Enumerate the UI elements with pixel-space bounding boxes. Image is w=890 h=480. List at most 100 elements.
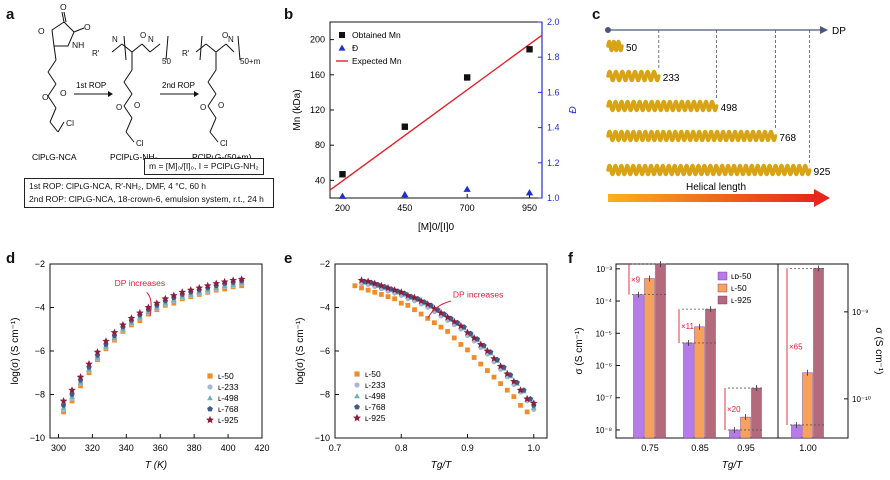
data-point-l50 — [471, 355, 477, 360]
x-tick-label: 450 — [397, 203, 412, 213]
legend-label-0: ʟᴅ-50 — [731, 271, 752, 281]
x-tick-label: 200 — [335, 203, 350, 213]
data-point-l925 — [503, 369, 512, 378]
legend-marker-l768 — [354, 404, 360, 410]
data-point-l925 — [153, 299, 161, 307]
right-tick-label: 10⁻¹⁰ — [852, 395, 871, 404]
data-point-l768 — [60, 402, 67, 408]
bar-0.85-2 — [705, 308, 716, 439]
x-tick-label: 700 — [460, 203, 475, 213]
condition-line-2: 2nd ROP: ClPʟG-NCA, 18-crown-6, emulsion… — [29, 194, 264, 204]
legend-marker-l768 — [207, 406, 213, 412]
x-tick-label: 400 — [221, 443, 236, 453]
data-point-l925 — [212, 279, 220, 287]
data-point-l50 — [365, 287, 371, 293]
svg-text:O: O — [60, 2, 67, 12]
x-tick-label: 0.8 — [395, 443, 408, 453]
data-point-l925 — [119, 320, 127, 329]
x-tick-label: 1.0 — [527, 443, 540, 453]
data-point-l925 — [136, 308, 144, 317]
data-point-l925 — [430, 304, 439, 312]
dispersity-point — [401, 190, 409, 198]
data-point-l925 — [410, 293, 419, 301]
y-tick-label: 10⁻⁸ — [596, 426, 613, 435]
nca-structure — [47, 11, 85, 133]
svg-text:O: O — [42, 92, 49, 102]
y-axis-title: Mn (kDa) — [292, 89, 303, 130]
right-tick-label: 1.2 — [547, 158, 560, 168]
dp-increases-annotation: DP increases — [453, 290, 503, 300]
chart-f: 10⁻⁸ 10⁻⁷ 10⁻⁶ 10⁻⁵ 10⁻⁴ 10⁻³ 10⁻¹⁰ 10⁻⁹ 0.75 ×9 0… — [574, 261, 884, 471]
data-point-l768 — [527, 396, 534, 402]
data-point-l50 — [511, 394, 517, 400]
helix-768 — [606, 129, 778, 143]
svg-text:O: O — [200, 103, 206, 112]
right-axis-title: Đ — [568, 106, 579, 113]
bar-0.85-0 — [683, 342, 694, 439]
dp-label-925: 925 — [814, 167, 831, 178]
dp-increases-annotation: DP increases — [115, 278, 165, 288]
data-point-l925 — [496, 362, 505, 370]
data-point-l50 — [498, 381, 504, 387]
dp-label-233: 233 — [663, 73, 680, 84]
x-tick-label: 0.85 — [691, 443, 709, 453]
x-axis-title: Tg/T — [431, 460, 452, 471]
right-tick-label: 1.8 — [547, 52, 560, 62]
legend-marker-l925 — [206, 415, 214, 424]
data-point-l50 — [412, 307, 417, 313]
data-point-l50 — [445, 329, 451, 334]
obtained-mn-point — [526, 46, 533, 53]
x-tick-label: 380 — [187, 443, 202, 453]
annotation-arrow — [427, 300, 452, 319]
data-point-l925 — [161, 294, 170, 302]
svg-text:N: N — [148, 35, 154, 44]
svg-text:O: O — [218, 101, 224, 110]
legend-label-l498: ʟ-498 — [218, 393, 239, 403]
y-tick-label: 160 — [310, 70, 325, 80]
data-point-l925 — [510, 377, 518, 385]
dispersity-point — [338, 192, 347, 199]
data-point-l925 — [423, 300, 432, 308]
data-point-l925 — [437, 308, 445, 317]
obtained-mn-point — [339, 171, 346, 178]
legend-label-l50: ʟ-50 — [365, 369, 381, 379]
helix-diagram: DP 50 233 498 768 925 Helical length — [605, 26, 846, 207]
panel-label-f: f — [568, 250, 573, 267]
nca-atoms: OOO NHO OCl — [38, 2, 91, 128]
right-tick-label: 10⁻⁹ — [852, 308, 869, 317]
dp-label-498: 498 — [721, 103, 738, 114]
data-point-l925 — [357, 276, 366, 284]
annotation-arrow — [146, 291, 152, 317]
data-point-l925 — [390, 286, 399, 294]
y-tick-label: −4 — [320, 303, 330, 313]
y-tick-label: 10⁻⁶ — [596, 362, 612, 371]
data-point-l768 — [69, 391, 75, 397]
data-point-l925 — [397, 288, 406, 296]
data-point-l925 — [68, 386, 76, 394]
data-point-l925 — [483, 347, 492, 355]
panel-label-d: d — [6, 250, 16, 267]
legend-label-l925: ʟ-925 — [365, 413, 386, 423]
data-point-l50 — [478, 361, 484, 367]
conditions-box: 1st ROP: ClPʟG-NCA, R′-NH₂, DMF, 4 °C, 6… — [24, 178, 274, 208]
bar-0.75-0 — [633, 294, 644, 439]
legend-label-dispersity: Đ — [352, 43, 358, 53]
y-tick-label: −6 — [35, 346, 45, 356]
compound-name-polymer-1: PClPʟG-NH₂ — [110, 152, 158, 162]
legend-swatch-1 — [717, 283, 728, 293]
data-point-l50 — [392, 296, 398, 302]
data-point-l50 — [431, 320, 437, 326]
y-tick-label: 200 — [310, 35, 325, 45]
data-point-l50 — [372, 289, 378, 295]
y-tick-label: 10⁻³ — [596, 265, 612, 274]
dispersity-point — [525, 189, 534, 196]
dispersity-point — [463, 185, 471, 192]
data-point-l50 — [405, 302, 411, 308]
y-tick-label: 10⁻⁷ — [596, 394, 612, 403]
data-point-l925 — [404, 291, 412, 299]
compound-name-nca: ClPʟG-NCA — [32, 152, 77, 162]
chart-b: 40 80 120 160 200 1.0 1.2 1.4 1.6 1.8 2.0 200 450 700… — [292, 17, 579, 233]
svg-text:Cl: Cl — [220, 139, 228, 148]
y-tick-label: 10⁻⁴ — [595, 297, 612, 306]
